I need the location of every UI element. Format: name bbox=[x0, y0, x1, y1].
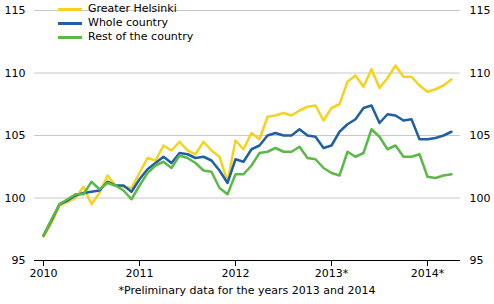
svg-text:2012: 2012 bbox=[222, 267, 250, 280]
svg-text:95: 95 bbox=[12, 254, 26, 267]
svg-text:2014*: 2014* bbox=[411, 267, 445, 280]
svg-text:110: 110 bbox=[5, 67, 26, 80]
html-text:Greater Helsinki: Greater Helsinki bbox=[88, 2, 177, 15]
svg-text:2011: 2011 bbox=[126, 267, 154, 280]
html-text:Whole country: Whole country bbox=[88, 16, 168, 29]
svg-text:2013*: 2013* bbox=[315, 267, 349, 280]
svg-text:105: 105 bbox=[470, 129, 491, 142]
svg-text:100: 100 bbox=[5, 192, 26, 205]
svg-text:105: 105 bbox=[5, 129, 26, 142]
html-text:*Preliminary data for the year: *Preliminary data for the years 2013 and… bbox=[118, 284, 376, 297]
svg-text:2010: 2010 bbox=[30, 267, 58, 280]
html-text:Rest of the country: Rest of the country bbox=[88, 30, 194, 43]
svg-text:95: 95 bbox=[470, 254, 484, 267]
svg-text:115: 115 bbox=[470, 4, 491, 17]
svg-text:115: 115 bbox=[5, 4, 26, 17]
svg-text:110: 110 bbox=[470, 67, 491, 80]
svg-text:100: 100 bbox=[470, 192, 491, 205]
